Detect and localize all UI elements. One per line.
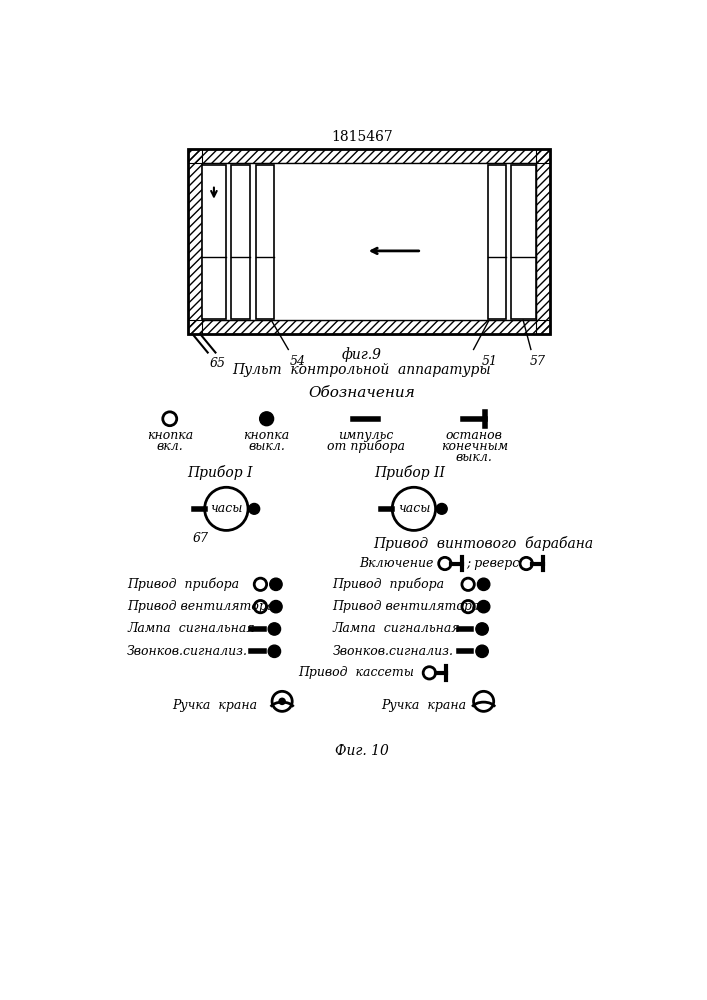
Circle shape — [279, 698, 285, 704]
Text: Привод  кассеты: Привод кассеты — [298, 666, 414, 679]
Circle shape — [477, 600, 490, 613]
Text: импульс: импульс — [338, 429, 394, 442]
Text: вкл.: вкл. — [156, 440, 183, 453]
Text: ; реверс: ; реверс — [466, 557, 519, 570]
Bar — [488, 165, 506, 319]
Text: останов: останов — [446, 429, 503, 442]
Text: Звонков.сигнализ.: Звонков.сигнализ. — [332, 645, 453, 658]
Text: Привод  прибора: Привод прибора — [332, 578, 445, 591]
Text: Ручка  крана: Ручка крана — [381, 699, 467, 712]
Bar — [231, 165, 250, 319]
Circle shape — [249, 503, 259, 514]
Text: выкл.: выкл. — [248, 440, 285, 453]
Text: 51: 51 — [481, 355, 497, 368]
Text: Прибор II: Прибор II — [375, 465, 445, 480]
Bar — [510, 165, 535, 319]
Text: Фиг. 10: Фиг. 10 — [335, 744, 389, 758]
Text: Звонков.сигнализ.: Звонков.сигнализ. — [127, 645, 248, 658]
Text: часы: часы — [398, 502, 430, 515]
Text: Лампа  сигнальная: Лампа сигнальная — [332, 622, 460, 635]
Bar — [256, 165, 274, 319]
Bar — [201, 163, 535, 320]
Text: кнопка: кнопка — [243, 429, 290, 442]
Text: фиг.9: фиг.9 — [342, 347, 382, 362]
Circle shape — [476, 645, 489, 657]
Text: кнопка: кнопка — [146, 429, 193, 442]
Text: 57: 57 — [530, 355, 545, 368]
Bar — [187, 149, 201, 334]
Circle shape — [476, 623, 489, 635]
Circle shape — [477, 578, 490, 590]
Text: Привод  винтового  барабана: Привод винтового барабана — [373, 536, 594, 551]
Text: 1815467: 1815467 — [331, 130, 393, 144]
Text: 67: 67 — [193, 532, 209, 545]
Text: выкл.: выкл. — [456, 451, 493, 464]
Text: Привод  прибора: Привод прибора — [127, 578, 239, 591]
Bar — [187, 320, 549, 334]
Text: конечным: конечным — [440, 440, 508, 453]
Bar — [535, 149, 549, 334]
Text: часы: часы — [210, 502, 243, 515]
Text: 65: 65 — [209, 357, 226, 370]
Circle shape — [270, 578, 282, 590]
Text: Пульт  контрольной  аппаратуры: Пульт контрольной аппаратуры — [233, 363, 491, 377]
Text: Обозначения: Обозначения — [308, 386, 416, 400]
Text: 54: 54 — [290, 355, 306, 368]
Bar — [187, 149, 549, 163]
Circle shape — [268, 623, 281, 635]
Text: Включение: Включение — [360, 557, 434, 570]
Text: от прибора: от прибора — [327, 440, 405, 453]
Circle shape — [259, 412, 274, 426]
Circle shape — [270, 600, 282, 613]
Bar — [187, 149, 549, 334]
Text: Ручка  крана: Ручка крана — [172, 699, 257, 712]
Text: Привод вентилятора: Привод вентилятора — [332, 600, 480, 613]
Bar — [201, 165, 226, 319]
Text: Привод вентилятора: Привод вентилятора — [127, 600, 274, 613]
Text: Прибор I: Прибор I — [187, 465, 253, 480]
Text: Лампа  сигнальная: Лампа сигнальная — [127, 622, 255, 635]
Circle shape — [268, 645, 281, 657]
Circle shape — [436, 503, 448, 514]
